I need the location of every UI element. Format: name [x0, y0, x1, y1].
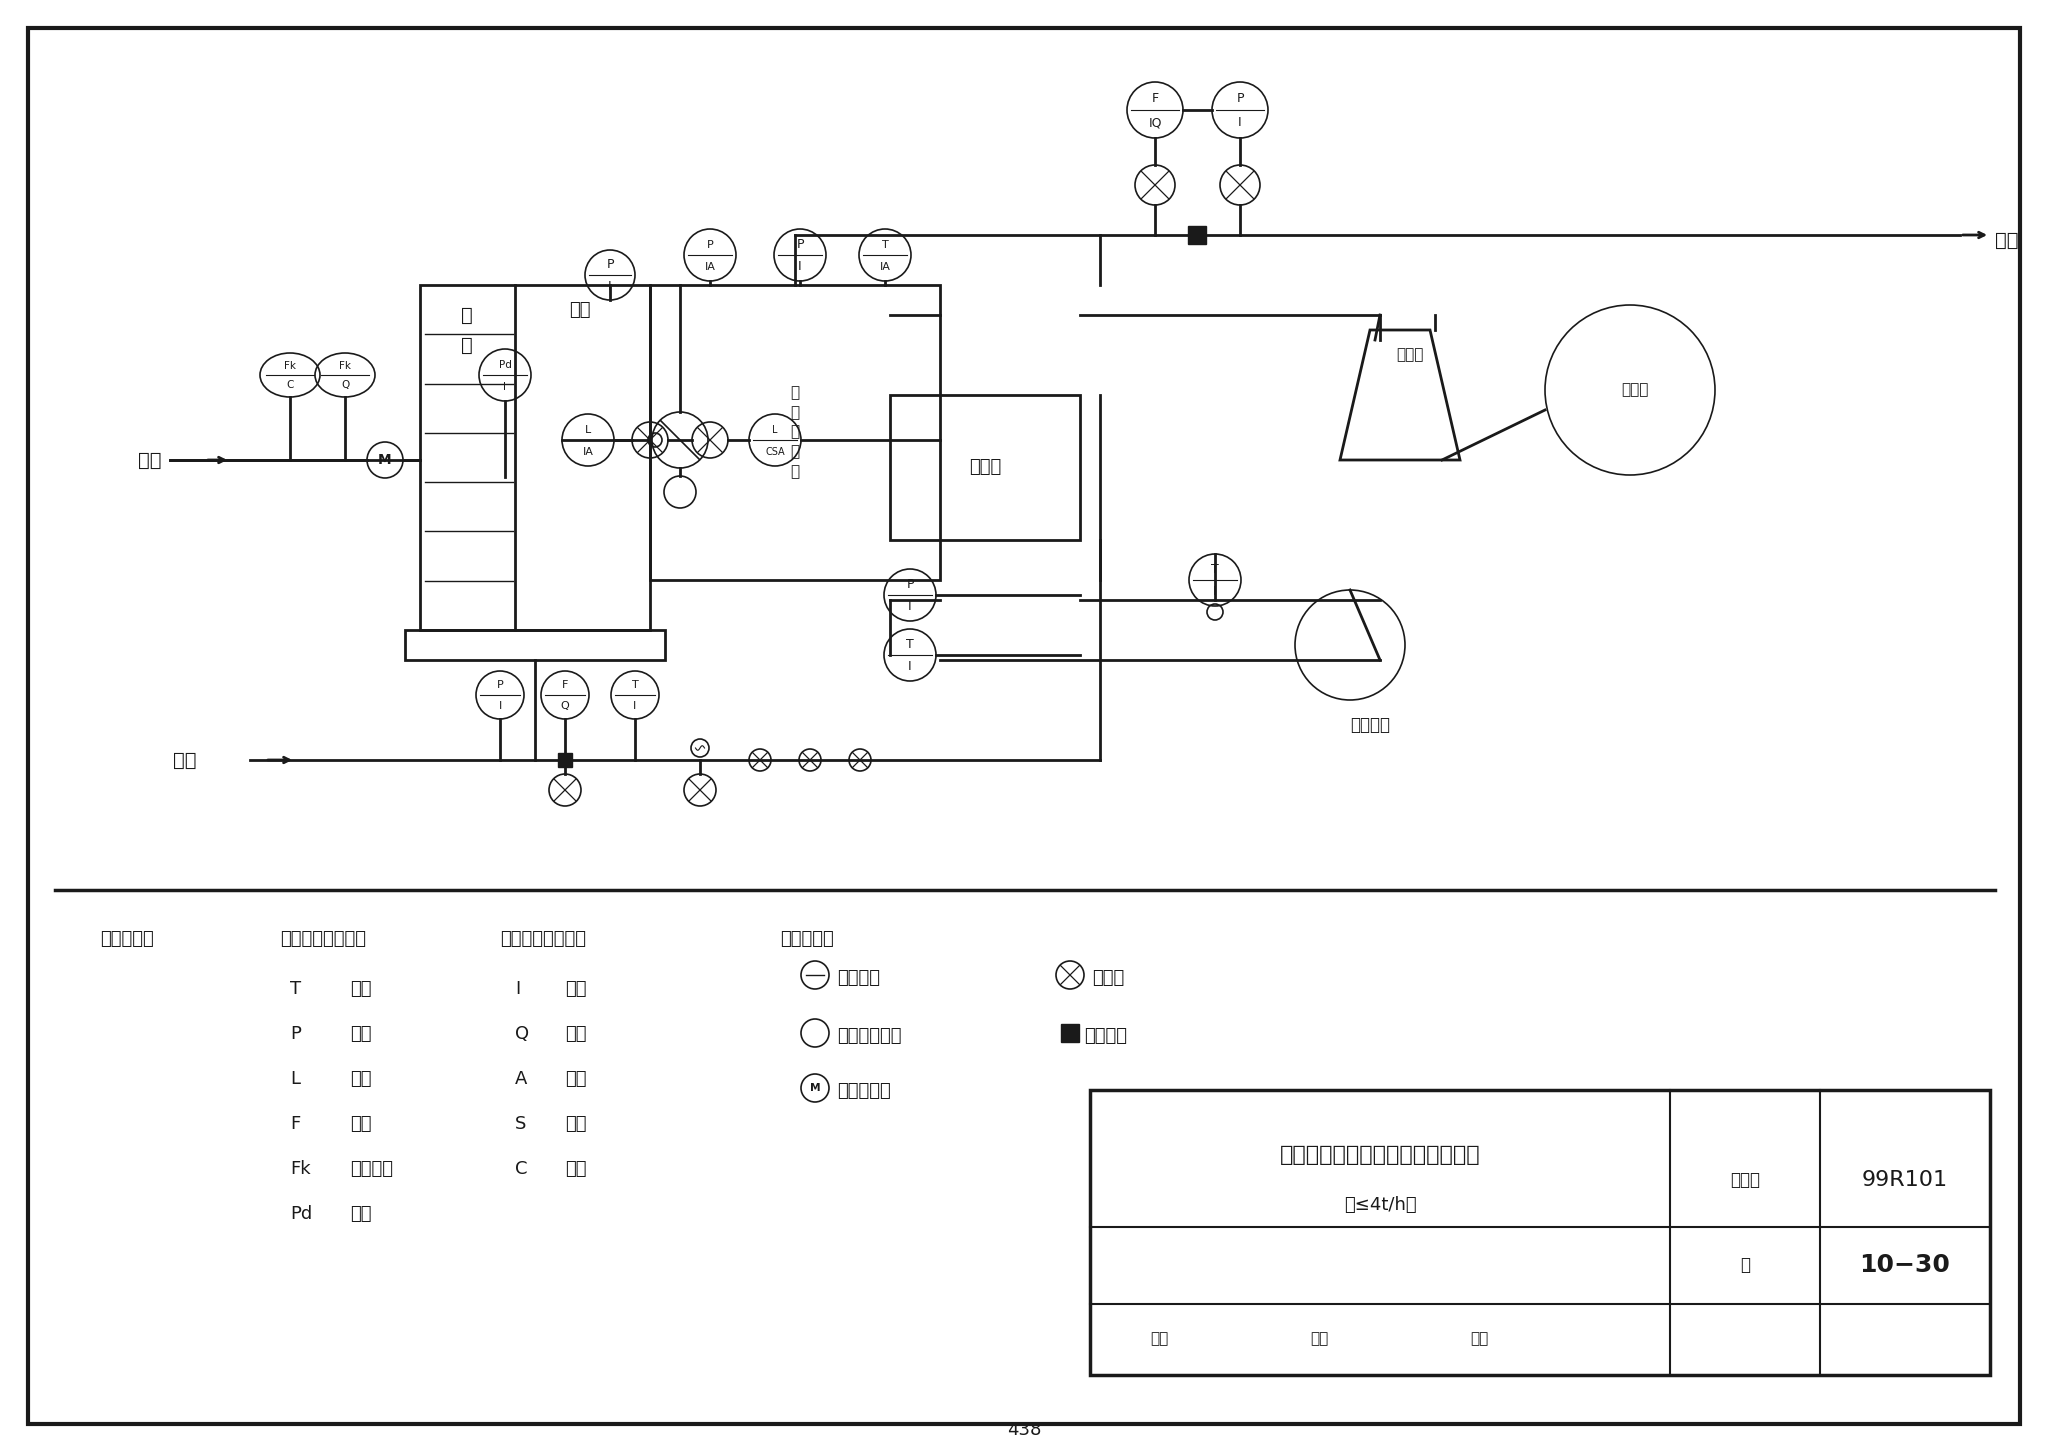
Text: Q: Q: [561, 701, 569, 711]
Text: 流量: 流量: [350, 1115, 371, 1133]
Bar: [557, 754, 571, 767]
Text: 上煤: 上煤: [139, 450, 162, 469]
Text: S: S: [514, 1115, 526, 1133]
Text: A: A: [514, 1070, 528, 1088]
Text: Q: Q: [514, 1025, 528, 1043]
Text: 图集号: 图集号: [1731, 1170, 1759, 1189]
Text: 控制: 控制: [565, 1160, 586, 1178]
Text: 438: 438: [1008, 1422, 1040, 1439]
Text: IA: IA: [582, 447, 594, 457]
Text: I: I: [504, 382, 506, 392]
Text: I: I: [907, 600, 911, 613]
Bar: [649, 285, 940, 579]
Text: 液位: 液位: [350, 1070, 371, 1088]
Text: F: F: [1151, 93, 1159, 106]
Text: P: P: [291, 1025, 301, 1043]
Text: 就地安装仪表: 就地安装仪表: [838, 1027, 901, 1045]
Text: 校对: 校对: [1311, 1331, 1329, 1346]
Bar: [406, 630, 666, 661]
Text: 盘装仪表: 盘装仪表: [838, 968, 881, 987]
Text: IA: IA: [879, 261, 891, 272]
Text: Fk: Fk: [285, 362, 297, 372]
Text: T: T: [1210, 563, 1219, 576]
Text: F: F: [561, 681, 567, 690]
Text: 蒸汽: 蒸汽: [1995, 231, 2019, 250]
Text: Fk: Fk: [340, 362, 350, 372]
Text: 联锁: 联锁: [565, 1115, 586, 1133]
Text: I: I: [633, 701, 637, 711]
Bar: [1188, 227, 1206, 244]
Text: IQ: IQ: [1149, 116, 1161, 129]
Text: P: P: [1237, 93, 1243, 106]
Text: I: I: [514, 980, 520, 998]
Text: 指示: 指示: [565, 980, 586, 998]
Text: 分母（或第二位）: 分母（或第二位）: [500, 929, 586, 948]
Text: 压力: 压力: [350, 1025, 371, 1043]
Text: 炉膛: 炉膛: [569, 301, 590, 319]
Text: 给水: 给水: [174, 751, 197, 770]
Text: T: T: [905, 637, 913, 650]
Text: P: P: [606, 258, 614, 272]
Bar: [420, 285, 649, 630]
Text: 除尘器: 除尘器: [1397, 347, 1423, 363]
Text: I: I: [799, 260, 803, 273]
Text: 字母说明：: 字母说明：: [100, 929, 154, 948]
Text: 一次风机: 一次风机: [1350, 716, 1391, 735]
Text: Pd: Pd: [498, 360, 512, 370]
Bar: [891, 395, 1079, 540]
Text: 温度: 温度: [350, 980, 371, 998]
Text: I: I: [1212, 585, 1217, 598]
Text: 蒸汽锅炉热工测量控制系统条件图: 蒸汽锅炉热工测量控制系统条件图: [1280, 1146, 1481, 1165]
Text: L: L: [586, 424, 592, 434]
Text: P: P: [496, 681, 504, 690]
Text: T: T: [291, 980, 301, 998]
Text: I: I: [907, 661, 911, 674]
Text: P: P: [797, 238, 803, 251]
Text: T: T: [881, 240, 889, 250]
Text: IA: IA: [705, 261, 715, 272]
Text: P: P: [907, 578, 913, 591]
Text: M: M: [379, 453, 391, 468]
Text: 设计: 设计: [1470, 1331, 1489, 1346]
Text: L: L: [772, 424, 778, 434]
Text: P: P: [707, 240, 713, 250]
Text: 报警: 报警: [565, 1070, 586, 1088]
Text: 流量孔板: 流量孔板: [1083, 1027, 1126, 1045]
Text: M: M: [809, 1083, 821, 1093]
Text: 累积: 累积: [565, 1025, 586, 1043]
Text: 排: 排: [461, 335, 473, 354]
Text: 电动操作器: 电动操作器: [838, 1082, 891, 1101]
Bar: [1090, 1090, 1991, 1375]
Text: 引风机: 引风机: [1622, 382, 1649, 398]
Text: CSA: CSA: [766, 447, 784, 457]
Bar: [1061, 1024, 1079, 1043]
Text: 炉: 炉: [461, 305, 473, 324]
Text: 差压: 差压: [350, 1205, 371, 1223]
Text: 对
流
受
热
面: 对 流 受 热 面: [791, 385, 799, 479]
Text: F: F: [291, 1115, 301, 1133]
Text: I: I: [498, 701, 502, 711]
Text: C: C: [514, 1160, 528, 1178]
Text: Pd: Pd: [291, 1205, 311, 1223]
Text: I: I: [1239, 116, 1241, 129]
Text: I: I: [608, 280, 612, 293]
Text: 图示说明：: 图示说明：: [780, 929, 834, 948]
Text: 审核: 审核: [1151, 1331, 1167, 1346]
Text: 变送器: 变送器: [1092, 968, 1124, 987]
Text: 页: 页: [1741, 1256, 1749, 1273]
Text: 分子（或第一位）: 分子（或第一位）: [281, 929, 367, 948]
Text: T: T: [631, 681, 639, 690]
Text: 99R101: 99R101: [1862, 1170, 1948, 1191]
Text: 省煤器: 省煤器: [969, 457, 1001, 476]
Text: Q: Q: [340, 380, 348, 391]
Text: Fk: Fk: [291, 1160, 311, 1178]
Text: 10−30: 10−30: [1860, 1253, 1950, 1276]
Text: C: C: [287, 380, 293, 391]
Text: （≤4t/h）: （≤4t/h）: [1343, 1196, 1417, 1214]
Text: L: L: [291, 1070, 299, 1088]
Text: 炉排速度: 炉排速度: [350, 1160, 393, 1178]
